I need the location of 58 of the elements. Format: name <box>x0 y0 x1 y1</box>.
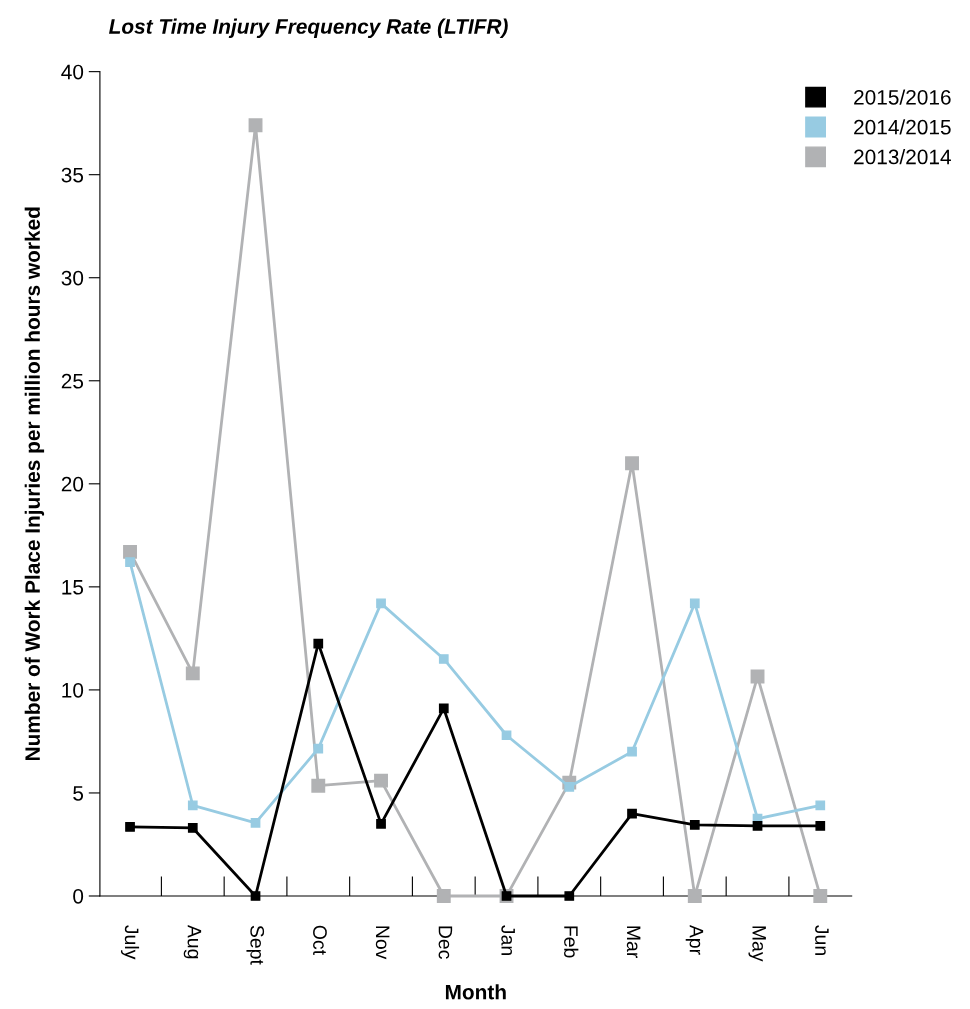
y-tick-label: 20 <box>61 476 84 492</box>
x-tick-label: Sept <box>246 925 265 965</box>
x-tick-label: Feb <box>564 926 579 958</box>
point <box>376 598 386 609</box>
x-tick-label: Nov <box>375 926 390 960</box>
legend-label: 2013/2014 <box>854 149 951 165</box>
point <box>125 822 135 832</box>
y-tick-label: 40 <box>61 64 84 80</box>
y-axis-title: Number of Work Place Injuries per million hours worked <box>24 207 45 761</box>
point <box>438 654 449 664</box>
legend-label: 2014/2015 <box>854 119 951 135</box>
point <box>376 818 386 829</box>
y-tick-label: 35 <box>61 167 84 183</box>
point <box>689 598 700 609</box>
point <box>313 743 324 754</box>
point <box>438 703 449 714</box>
chart-title: Lost Time Injury Frequency Rate (LTIFR) <box>109 18 508 38</box>
point <box>564 891 575 901</box>
point <box>248 118 263 133</box>
point <box>313 638 324 649</box>
point <box>374 773 388 788</box>
y-tick-label: 5 <box>73 786 84 801</box>
point <box>187 800 198 811</box>
y-tick-label: 25 <box>61 373 84 389</box>
point <box>689 820 700 830</box>
point <box>185 666 200 681</box>
point <box>564 781 575 792</box>
x-tick-label: Dec <box>438 926 453 959</box>
point <box>752 821 763 831</box>
point <box>813 889 828 903</box>
point <box>123 544 137 559</box>
y-tick-label: 10 <box>62 682 84 698</box>
point <box>815 800 826 811</box>
point <box>501 730 512 741</box>
x-tick-label: Mar <box>626 926 641 959</box>
point <box>250 817 261 828</box>
y-tick-label: 30 <box>61 270 84 286</box>
x-axis-title: Month <box>445 984 506 1000</box>
point <box>815 821 826 831</box>
point <box>687 889 702 903</box>
x-tick-label: July <box>120 925 140 960</box>
x-tick-label: Aug <box>183 924 202 959</box>
x-tick-label: May <box>748 926 766 962</box>
point <box>436 889 451 903</box>
x-tick-label: Oct <box>313 925 327 955</box>
point <box>187 823 198 833</box>
point <box>311 778 326 793</box>
x-tick-label: Jun <box>815 925 829 955</box>
x-tick-label: Jan <box>501 925 515 955</box>
point <box>627 808 637 819</box>
point <box>625 456 639 471</box>
y-tick-label: 15 <box>62 580 84 595</box>
x-tick-label: Apr <box>685 924 704 955</box>
point <box>250 891 261 901</box>
point <box>125 557 135 567</box>
legend-label: 2015/2016 <box>854 89 951 105</box>
y-tick-label: 0 <box>73 888 84 904</box>
point <box>627 746 637 757</box>
